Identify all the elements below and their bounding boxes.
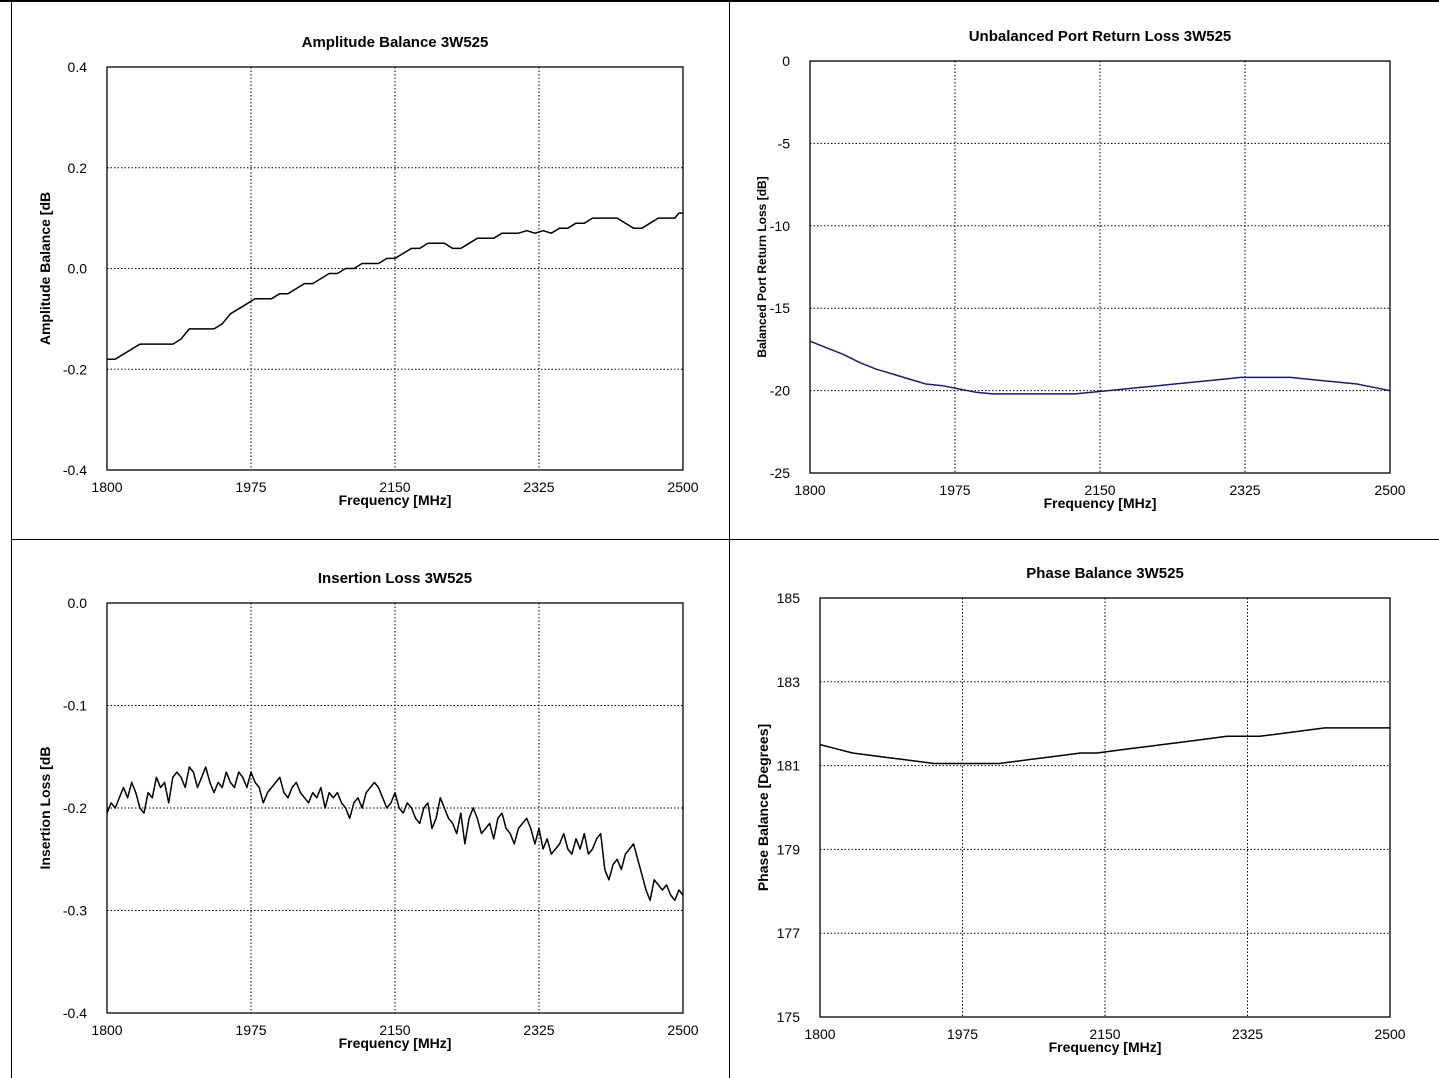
x-tick-label: 2150 bbox=[379, 479, 410, 495]
x-axis-label: Frequency [MHz] bbox=[1044, 495, 1157, 511]
y-tick-label: -5 bbox=[778, 135, 791, 151]
y-tick-label: -0.2 bbox=[63, 800, 87, 816]
x-tick-label: 1800 bbox=[804, 1026, 835, 1042]
y-tick-label: 185 bbox=[777, 590, 801, 606]
series-line-0 bbox=[819, 727, 1390, 765]
y-tick-label: -0.3 bbox=[63, 903, 87, 919]
chart-title: Insertion Loss 3W525 bbox=[318, 570, 472, 587]
chartdata-insertion-loss-grid bbox=[107, 603, 683, 1013]
series-line-0 bbox=[809, 340, 1391, 395]
series-line-0 bbox=[106, 766, 684, 902]
x-tick-label: 2500 bbox=[667, 479, 698, 495]
plot-area-frame bbox=[106, 602, 684, 1014]
y-tick-label: -0.2 bbox=[63, 361, 87, 377]
x-axis-label: Frequency [MHz] bbox=[339, 492, 452, 508]
x-tick-label: 2500 bbox=[1374, 482, 1405, 498]
y-axis-label: Insertion Loss [dB bbox=[37, 747, 53, 870]
y-tick-label: 177 bbox=[777, 925, 801, 941]
y-tick-label: 179 bbox=[777, 841, 801, 857]
x-tick-label: 2150 bbox=[379, 1022, 410, 1038]
chartdata-return-loss-grid bbox=[810, 61, 1390, 473]
y-tick-label: -0.1 bbox=[63, 698, 87, 714]
y-tick-label: -15 bbox=[770, 300, 790, 316]
x-tick-label: 1975 bbox=[235, 1022, 266, 1038]
x-tick-label: 1975 bbox=[939, 482, 970, 498]
plot-area-frame bbox=[809, 60, 1391, 474]
x-tick-label: 2500 bbox=[1374, 1026, 1405, 1042]
y-tick-label: 0 bbox=[782, 53, 790, 69]
x-tick-label: 2150 bbox=[1089, 1026, 1120, 1042]
y-tick-label: 0.0 bbox=[68, 261, 88, 277]
y-tick-label: 0.2 bbox=[68, 160, 88, 176]
chart-title: Unbalanced Port Return Loss 3W525 bbox=[969, 28, 1232, 45]
y-tick-label: -0.4 bbox=[63, 1005, 87, 1021]
plot-area-frame bbox=[106, 66, 684, 471]
x-tick-label: 2325 bbox=[1229, 482, 1260, 498]
chartdata-amplitude-balance-grid bbox=[107, 67, 683, 470]
chartdata-phase-balance-grid bbox=[820, 598, 1390, 1017]
top-border bbox=[0, 0, 1439, 2]
x-axis-label: Frequency [MHz] bbox=[1049, 1039, 1162, 1055]
x-tick-label: 2500 bbox=[667, 1022, 698, 1038]
x-tick-label: 1800 bbox=[794, 482, 825, 498]
y-tick-label: 0.0 bbox=[68, 595, 88, 611]
x-tick-label: 2150 bbox=[1084, 482, 1115, 498]
horizontal-divider bbox=[11, 539, 1439, 540]
y-tick-label: -10 bbox=[770, 218, 790, 234]
panel-return-loss: Unbalanced Port Return Loss 3W525 -25 -20 -… bbox=[730, 3, 1439, 538]
panel-insertion-loss: Insertion Loss 3W525 -0.4 -0.3 -0.2 -0.1 0.0 1… bbox=[12, 540, 728, 1078]
chart-title: Phase Balance 3W525 bbox=[1026, 565, 1184, 582]
plot-area-frame bbox=[819, 597, 1391, 1018]
x-tick-label: 1975 bbox=[235, 479, 266, 495]
x-tick-label: 1800 bbox=[91, 479, 122, 495]
x-tick-label: 2325 bbox=[523, 1022, 554, 1038]
x-tick-label: 1975 bbox=[947, 1026, 978, 1042]
y-tick-label: 181 bbox=[777, 758, 801, 774]
y-axis-label: Amplitude Balance [dB bbox=[37, 192, 53, 345]
x-tick-label: 2325 bbox=[1232, 1026, 1263, 1042]
y-tick-label: -25 bbox=[770, 465, 790, 481]
y-tick-label: -20 bbox=[770, 383, 790, 399]
x-tick-label: 1800 bbox=[91, 1022, 122, 1038]
y-tick-label: -0.4 bbox=[63, 462, 87, 478]
y-tick-label: 0.4 bbox=[68, 59, 88, 75]
y-axis-label: Balanced Port Return Loss [dB] bbox=[755, 176, 769, 357]
y-tick-label: 175 bbox=[777, 1009, 801, 1025]
chart-title: Amplitude Balance 3W525 bbox=[302, 34, 489, 51]
x-tick-label: 2325 bbox=[523, 479, 554, 495]
x-axis-label: Frequency [MHz] bbox=[339, 1035, 452, 1051]
panel-phase-balance: Phase Balance 3W525 175 177 179 181 183 185 180… bbox=[730, 540, 1439, 1078]
y-tick-label: 183 bbox=[777, 674, 801, 690]
y-axis-label: Phase Balance [Degrees] bbox=[755, 724, 771, 891]
series-line-0 bbox=[107, 212, 683, 360]
panel-amplitude-balance: Amplitude Balance 3W525 -0.4 -0.2 0.0 0.2 0.4… bbox=[12, 3, 728, 538]
